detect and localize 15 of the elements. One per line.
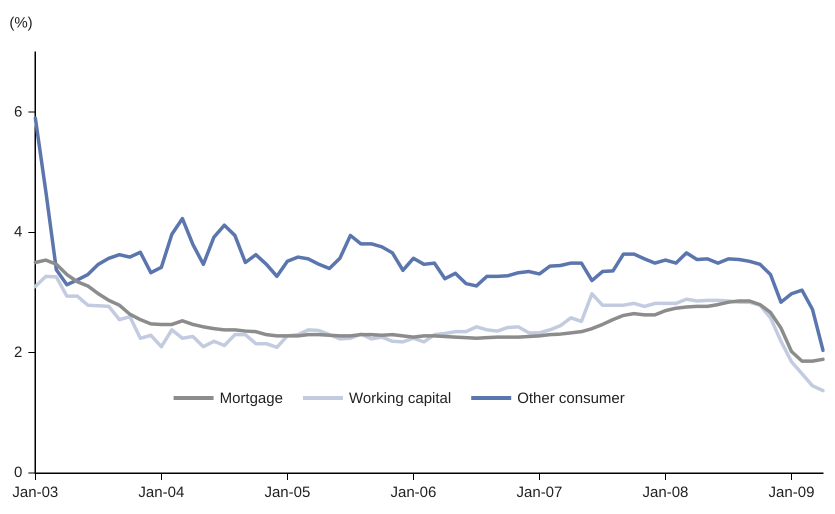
y-tick-label: 2	[14, 344, 22, 361]
x-tick-label: Jan-05	[264, 484, 310, 502]
y-tick-label: 6	[14, 103, 22, 120]
y-tick-label: 0	[14, 464, 22, 482]
x-tick-label: Jan-04	[138, 484, 184, 502]
x-tick-label: Jan-07	[516, 484, 562, 502]
legend-label: Mortgage	[220, 390, 283, 408]
y-tick-label: 4	[14, 224, 22, 241]
x-tick-label: Jan-03	[12, 484, 58, 502]
x-tick-label: Jan-06	[390, 484, 436, 502]
x-tick-label: Jan-09	[768, 484, 814, 502]
legend-label: Working capital	[348, 390, 452, 408]
legend-label: Other consumer	[517, 390, 625, 408]
x-tick-label: Jan-08	[642, 484, 688, 502]
y-axis-title: (%)	[9, 14, 33, 32]
